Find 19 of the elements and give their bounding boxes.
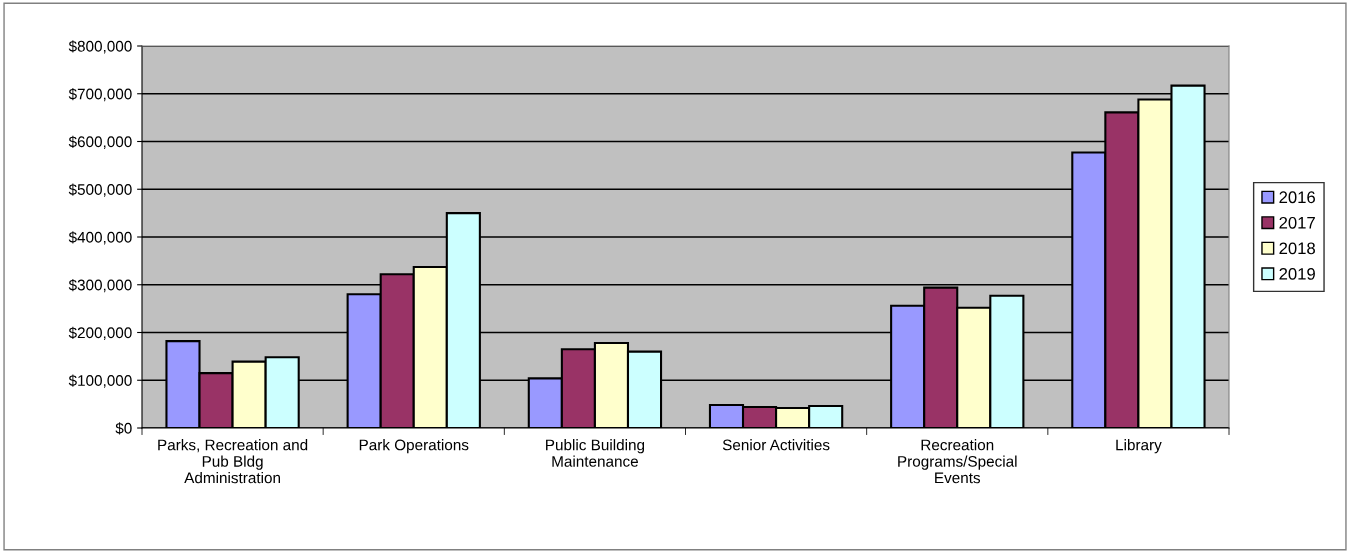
legend-label: 2016 xyxy=(1279,191,1315,204)
y-tick-label: $600,000 xyxy=(68,135,132,149)
x-tick-label: Parks, Recreation and Pub Bldg Administration xyxy=(158,439,308,484)
y-tick-label: $400,000 xyxy=(68,231,132,245)
x-tick-label: Park Operations xyxy=(359,439,469,454)
y-tick-label: $300,000 xyxy=(68,278,132,293)
y-tick-label: $700,000 xyxy=(68,87,132,102)
legend-label: 2017 xyxy=(1279,216,1315,229)
x-tick-label: Library xyxy=(1116,439,1162,454)
y-tick-label: $500,000 xyxy=(68,183,132,197)
legend-label: 2018 xyxy=(1279,242,1315,255)
x-tick-label: Public Building Maintenance xyxy=(546,439,645,467)
y-tick-label: $800,000 xyxy=(68,40,132,54)
x-tick-label: Recreation Programs/Special Events xyxy=(898,439,1017,484)
y-tick-label: $200,000 xyxy=(68,326,132,340)
y-tick-label: $0 xyxy=(115,422,132,435)
x-tick-label: Senior Activities xyxy=(722,439,830,451)
y-tick-label: $100,000 xyxy=(68,374,132,388)
legend-label: 2019 xyxy=(1279,267,1315,280)
